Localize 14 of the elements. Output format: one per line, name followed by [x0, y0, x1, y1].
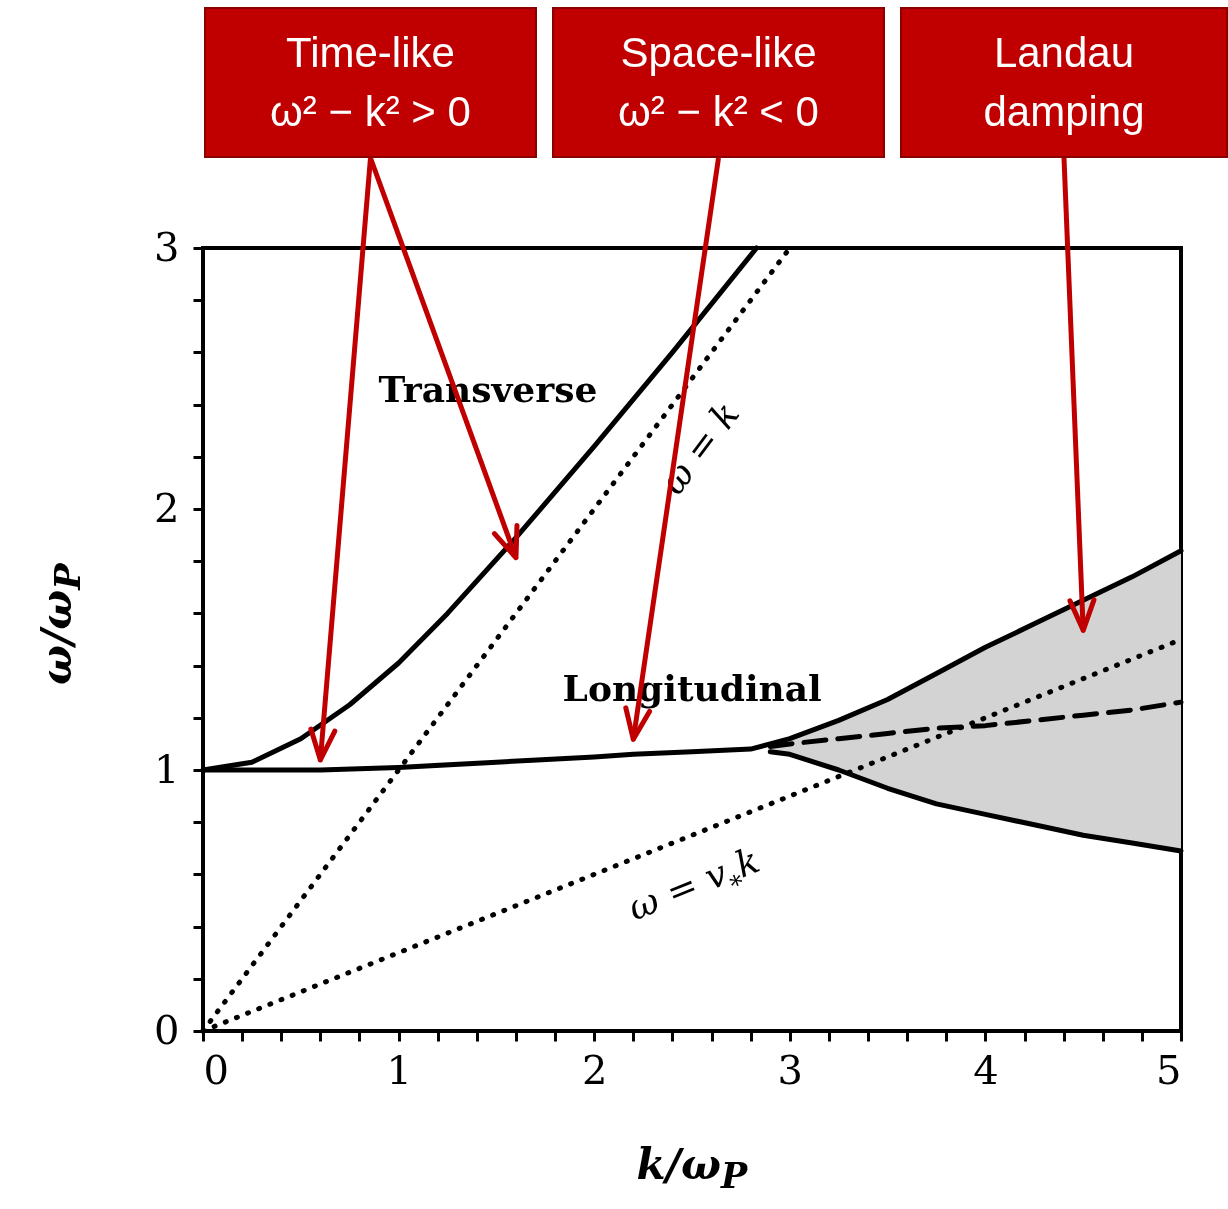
- y-tick-label: 3: [154, 223, 180, 270]
- x-tick-label: 2: [581, 1046, 608, 1093]
- y-tick-label: 0: [154, 1006, 180, 1053]
- y-tick-label: 1: [154, 745, 180, 792]
- text: Space-like ω² − k² < 0: [552, 7, 885, 158]
- x-tick-label: 0: [203, 1046, 229, 1093]
- text: Landau damping: [900, 7, 1228, 158]
- x-tick-label: 5: [1156, 1046, 1182, 1093]
- x-tick-label: 4: [973, 1046, 999, 1093]
- x-tick-label: 1: [386, 1046, 412, 1093]
- text: Time-like ω² − k² > 0: [204, 7, 537, 158]
- x-tick-label: 3: [777, 1046, 804, 1093]
- x-axis-title: k/ω$_{P}$: [636, 1140, 748, 1197]
- y-tick-label: 2: [154, 484, 180, 531]
